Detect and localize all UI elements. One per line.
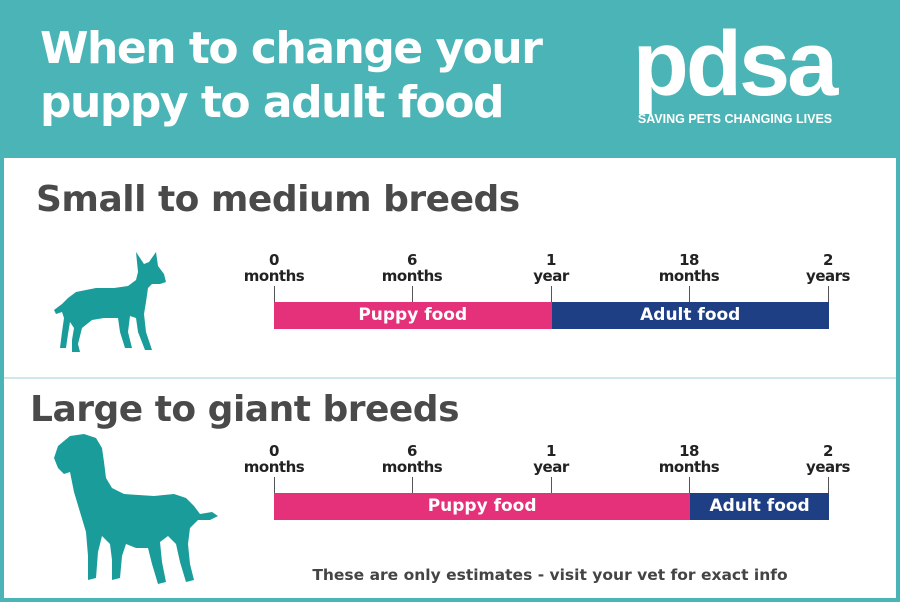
- title-line-1: When to change your: [40, 23, 543, 74]
- adult-food-bar: Adult food: [551, 302, 829, 329]
- page-title: When to change your puppy to adult food: [40, 22, 543, 130]
- tick-label-0: 0 months: [243, 442, 305, 476]
- tick-mark-6: [412, 286, 413, 302]
- logo-tagline: SAVING PETS CHANGING LIVES: [637, 112, 833, 126]
- tick-label-18: 18 months: [658, 251, 720, 285]
- timeline-small-medium: 0 months 6 months 1 year 18 months 2 years Pu…: [0, 250, 900, 360]
- logo-wordmark: pdsa: [632, 13, 839, 115]
- section-title-small-medium: Small to medium breeds: [36, 179, 520, 220]
- tick-label-18: 18 months: [658, 442, 720, 476]
- tick-label-1-year: 1 year: [533, 251, 569, 285]
- puppy-food-bar: Puppy food: [274, 493, 691, 520]
- tick-mark-18: [689, 286, 690, 302]
- tick-mark-1-year: [551, 477, 552, 493]
- timeline-large-giant: 0 months 6 months 1 year 18 months 2 years Pu…: [0, 441, 900, 551]
- puppy-food-bar: Puppy food: [274, 302, 552, 329]
- section-divider: [4, 377, 896, 379]
- section-title-large-giant: Large to giant breeds: [30, 389, 460, 430]
- tick-label-6: 6 months: [381, 442, 443, 476]
- tick-mark-2-years: [828, 286, 829, 302]
- tick-mark-18: [689, 477, 690, 493]
- pdsa-logo: pdsa SAVING PETS CHANGING LIVES: [620, 18, 850, 134]
- large-dog-silhouette-icon: [54, 434, 218, 584]
- small-dog-silhouette-icon: [54, 252, 166, 352]
- adult-food-bar: Adult food: [690, 493, 829, 520]
- tick-mark-0: [274, 477, 275, 493]
- tick-label-0: 0 months: [243, 251, 305, 285]
- tick-mark-1-year: [551, 286, 552, 302]
- title-line-2: puppy to adult food: [40, 77, 504, 128]
- tick-mark-6: [412, 477, 413, 493]
- tick-mark-0: [274, 286, 275, 302]
- tick-label-2-years: 2 years: [806, 251, 850, 285]
- header-banner: When to change your puppy to adult food …: [0, 0, 900, 158]
- tick-label-6: 6 months: [381, 251, 443, 285]
- tick-label-2-years: 2 years: [806, 442, 850, 476]
- footer-note: These are only estimates - visit your ve…: [312, 566, 788, 584]
- tick-mark-2-years: [828, 477, 829, 493]
- tick-label-1-year: 1 year: [533, 442, 569, 476]
